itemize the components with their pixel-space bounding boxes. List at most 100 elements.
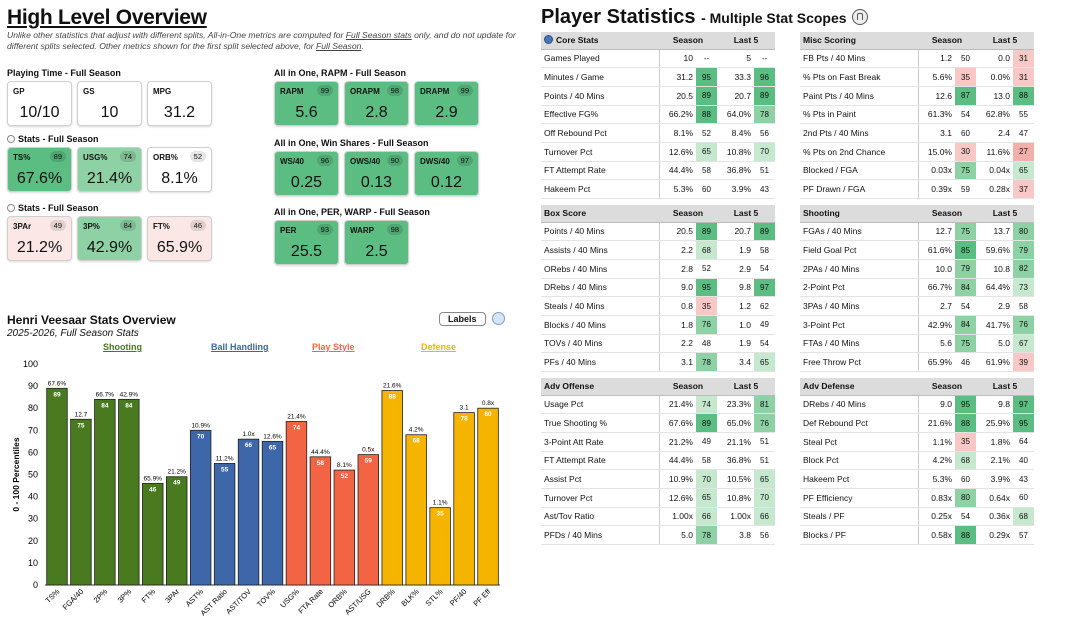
bar [477, 407, 499, 586]
column-header[interactable]: Season [918, 205, 976, 223]
column-header[interactable]: Last 5 [717, 205, 775, 223]
percentile-cell: 70 [754, 488, 775, 508]
radio-icon[interactable] [7, 204, 15, 212]
stat-value: 2.9 [976, 296, 1013, 316]
stat-value: 1.0 [717, 315, 754, 335]
bar [213, 463, 236, 586]
percentile-cell: 68 [696, 240, 717, 260]
percentile-cell: 78 [696, 352, 717, 372]
table-row: Blocked / FGA 0.03x 75 0.04x 65 [800, 161, 1034, 181]
column-header[interactable]: Last 5 [976, 205, 1034, 223]
bar-stat-label: 21.4% [287, 413, 306, 420]
table-row: Off Rebound Pct 8.1% 52 8.4% 56 [541, 123, 775, 143]
percentile-cell: 54 [754, 259, 775, 279]
labels-button[interactable]: Labels [439, 312, 486, 326]
group-title: All in One, PER, WARP - Full Season [274, 207, 430, 217]
table-row: FT Attempt Rate 44.4% 58 36.8% 51 [541, 161, 775, 181]
table-title-text: Misc Scoring [803, 35, 856, 46]
stat-value: 3.9% [976, 469, 1013, 489]
table-row: 2nd Pts / 40 Mins 3.1 60 2.4 47 [800, 123, 1034, 143]
column-header[interactable]: Season [659, 378, 717, 396]
stat-value: 21.4% [658, 395, 696, 415]
column-header[interactable]: Last 5 [717, 378, 775, 396]
x-tick-label: TS% [44, 587, 62, 605]
bar-stat-label: 0.8x [482, 400, 495, 407]
stat-card-percentile: 99 [456, 85, 473, 96]
percentile-cell: 73 [1013, 278, 1034, 298]
percentile-cell: 56 [754, 123, 775, 143]
category-ball-handling[interactable]: Ball Handling [211, 342, 269, 352]
note-link-split[interactable]: Full Season stats [345, 30, 412, 40]
category-play-style[interactable]: Play Style [312, 342, 355, 352]
stat-value: 59.6% [976, 240, 1013, 260]
percentile-cell: 68 [1013, 507, 1034, 527]
row-label: % Pts on 2nd Chance [800, 142, 918, 162]
percentile-cell: 64 [1013, 432, 1034, 452]
globe-icon[interactable] [544, 35, 553, 45]
x-tick-label: ORB% [326, 587, 349, 610]
stat-card-value: 0.25 [290, 174, 323, 191]
bar-stat-label: 1.0x [242, 431, 255, 438]
column-header[interactable]: Last 5 [976, 378, 1034, 396]
percentile-cell: 89 [696, 86, 717, 106]
stat-value: 12.7 [917, 222, 955, 242]
percentile-cell: 60 [955, 469, 976, 489]
player-stats-title: Player Statistics - Multiple Stat Scopes [541, 6, 869, 29]
stat-card-label: WARP [350, 226, 374, 235]
table-title-text: Core Stats [556, 35, 599, 46]
percentile-cell: 80 [955, 488, 976, 508]
stat-value: 21.1% [717, 432, 754, 452]
info-icon[interactable] [852, 9, 869, 25]
stat-card-label: OWS/40 [350, 157, 381, 166]
bar [46, 387, 68, 586]
column-header[interactable]: Season [918, 378, 976, 396]
row-label: Def Rebound Pct [800, 413, 918, 433]
column-header[interactable]: Season [659, 205, 717, 223]
bar-stat-label: 11.2% [216, 455, 234, 462]
row-label: Hakeem Pct [800, 469, 918, 489]
radio-icon[interactable] [7, 135, 15, 143]
group-title: Playing Time - Full Season [7, 68, 121, 78]
x-tick-label: FT% [140, 587, 158, 605]
bar-stat-label: 0.5x [362, 447, 375, 454]
x-tick-label: 2P% [92, 587, 110, 605]
row-label: FT Attempt Rate [541, 451, 659, 471]
y-tick-label: 30 [28, 514, 38, 524]
stat-card: WS/40 96 0.25 [274, 151, 339, 196]
stat-value: 3.1 [658, 352, 696, 372]
stat-table-box-score: Box Score Season Last 5 Points / 40 Mins 20.… [541, 205, 775, 372]
percentile-cell: 39 [1013, 352, 1034, 372]
stat-value: 9.8 [976, 395, 1013, 415]
note-link-split-2[interactable]: Full Season [316, 41, 362, 51]
stat-value: 0.28x [976, 179, 1013, 199]
stat-value: 1.2 [917, 49, 955, 69]
percentile-cell: 54 [754, 334, 775, 354]
column-header[interactable]: Last 5 [976, 32, 1034, 50]
stat-value: 9.0 [658, 278, 696, 298]
x-tick-label: AST/TOV [224, 587, 253, 616]
stat-value: 12.6 [917, 86, 955, 106]
stat-card-label: FT% [153, 222, 170, 231]
category-shooting[interactable]: Shooting [103, 342, 142, 352]
bar-stat-label: 42.9% [120, 391, 139, 398]
bar-stat-label: 65.9% [144, 475, 163, 482]
table-row: PFs / 40 Mins 3.1 78 3.4 65 [541, 352, 775, 372]
category-defense[interactable]: Defense [421, 342, 457, 352]
percentile-cell: 60 [955, 123, 976, 143]
stat-value: 0.39x [917, 179, 955, 199]
column-header[interactable]: Season [918, 32, 976, 50]
labels-toggle[interactable] [492, 312, 505, 325]
table-row: % Pts in Paint 61.3% 54 62.8% 55 [800, 105, 1034, 125]
percentile-cell: 87 [955, 86, 976, 106]
stat-value: 0.0% [976, 67, 1013, 87]
stat-value: 33.3 [717, 67, 754, 87]
stat-card-label: WS/40 [280, 157, 305, 166]
stat-value: 5.6 [917, 334, 955, 354]
percentile-cell: 68 [955, 451, 976, 471]
percentile-cell: 57 [1013, 525, 1034, 545]
x-tick-label: FGA/40 [61, 587, 86, 612]
column-header[interactable]: Season [659, 32, 717, 50]
percentile-cell: 88 [1013, 86, 1034, 106]
row-label: Blocks / 40 Mins [541, 315, 659, 335]
column-header[interactable]: Last 5 [717, 32, 775, 50]
